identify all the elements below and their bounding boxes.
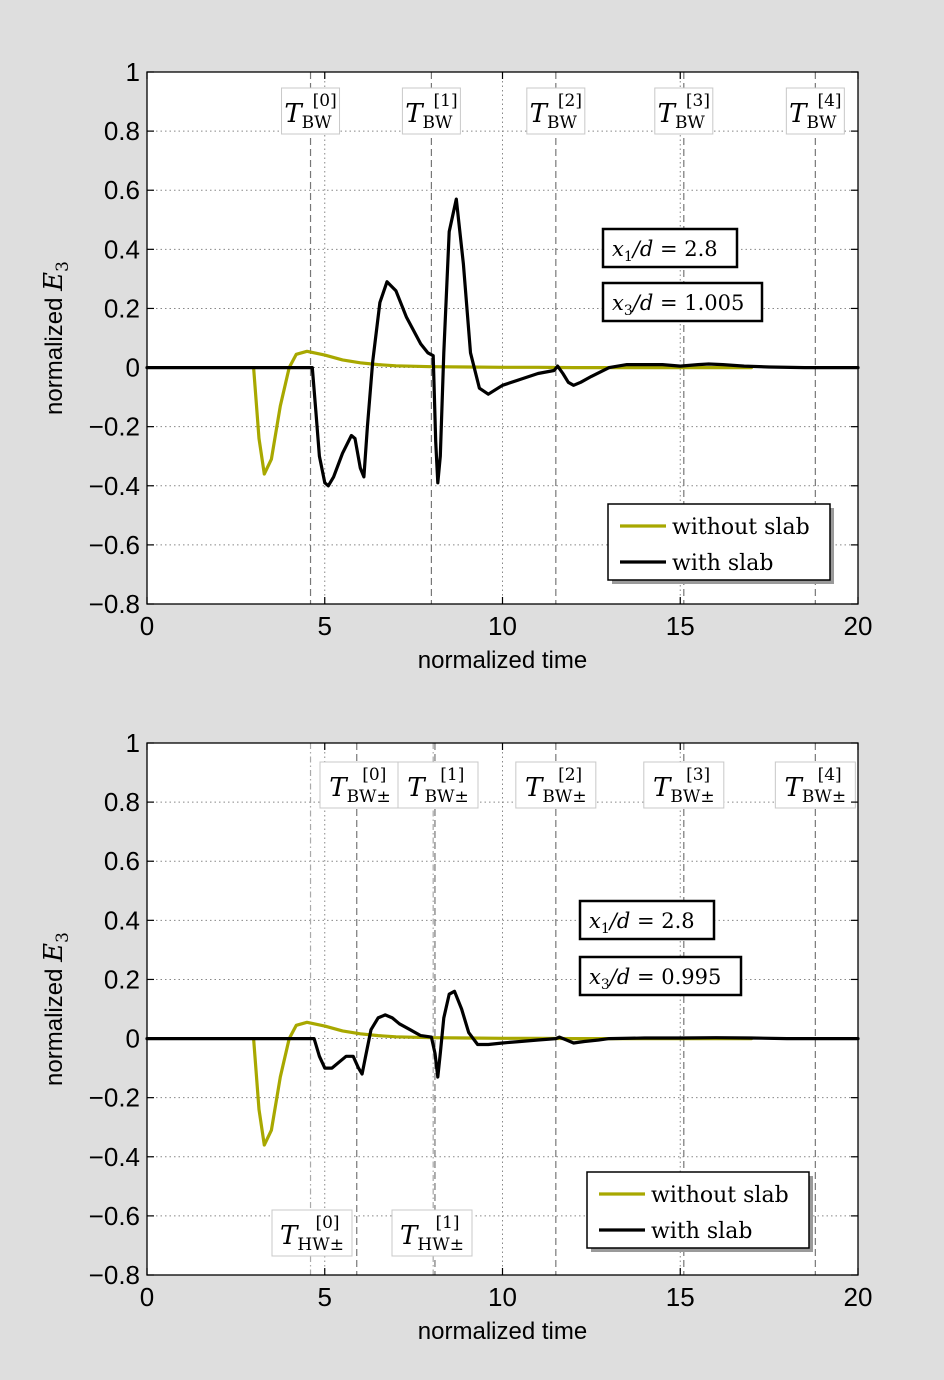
x-tick-label: 5 (318, 611, 332, 641)
y-axis-label: normalized E3 (39, 261, 73, 415)
legend-item: with slab (599, 1219, 752, 1244)
annotation-box: x1/d = 2.8 (578, 899, 716, 941)
x-tick-label: 10 (488, 1282, 517, 1312)
axes: 0 5 10 15 20 1 0.8 0.6 0.4 0.2 0 −0.2 −0.4 −0.6 −0.8 (89, 57, 873, 641)
y-tick-label: −0.2 (89, 1083, 140, 1113)
x-tick-label: 10 (488, 611, 517, 641)
x-tick-label: 20 (844, 611, 873, 641)
x-axis-label: normalized time (418, 1318, 587, 1345)
svg-text:TBW[2]: TBW[2] (530, 91, 582, 133)
y-tick-label: 0 (126, 353, 140, 383)
x-tick-label: 0 (140, 1282, 154, 1312)
svg-text:TBW[4]: TBW[4] (789, 91, 841, 133)
y-tick-label: 0.6 (104, 175, 140, 205)
marker-label: TBW±[4] (774, 761, 856, 809)
svg-text:TBW[3]: TBW[3] (658, 91, 710, 133)
marker-label: TBW[1] (401, 87, 461, 135)
annotation-box: x3/d = 1.005 (601, 281, 764, 323)
legend-label: without slab (651, 1183, 789, 1208)
marker-label: TBW±[3] (643, 761, 725, 809)
y-tick-label: −0.6 (89, 530, 140, 560)
x-tick-label: 20 (844, 1282, 873, 1312)
svg-text:TBW±[3]: TBW±[3] (653, 765, 715, 807)
marker-label: THW±[0] (271, 1209, 353, 1257)
x-tick-label: 15 (666, 611, 695, 641)
legend: without slab with slab (586, 1171, 813, 1252)
marker-label: THW±[1] (391, 1209, 473, 1257)
svg-text:TBW±[2]: TBW±[2] (525, 765, 587, 807)
legend-item: with slab (620, 551, 773, 576)
series-line-with-slab (145, 989, 860, 1079)
series-line-without-slab (252, 349, 754, 476)
y-tick-label: 1 (126, 728, 140, 758)
y-tick-label: −0.8 (89, 589, 140, 619)
y-tick-label: 0.8 (104, 116, 140, 146)
svg-text:TBW±[4]: TBW±[4] (785, 765, 847, 807)
marker-label: TBW[4] (785, 87, 845, 135)
y-tick-label: 0.2 (104, 293, 140, 323)
x-tick-label: 15 (666, 1282, 695, 1312)
y-tick-label: 0.4 (104, 905, 140, 935)
svg-text:THW±[1]: THW±[1] (400, 1213, 464, 1255)
y-tick-label: 0.2 (104, 964, 140, 994)
legend-item: without slab (599, 1183, 789, 1208)
marker-label: TBW±[1] (397, 761, 479, 809)
x-axis-label: normalized time (418, 647, 587, 674)
marker-label: TBW[2] (526, 87, 586, 135)
svg-text:x1/d = 2.8: x1/d = 2.8 (612, 237, 718, 265)
axes: 0 5 10 15 20 1 0.8 0.6 0.4 0.2 0 −0.2 −0.4 −0.6 −0.8 (89, 728, 873, 1312)
grid (147, 743, 858, 1275)
legend-item: without slab (620, 515, 810, 540)
y-tick-label: 0.8 (104, 787, 140, 817)
y-axis-label: normalized E3 (39, 932, 73, 1086)
series-line-with-slab (145, 197, 860, 488)
svg-text:TBW±[1]: TBW±[1] (407, 765, 469, 807)
svg-text:THW±[0]: THW±[0] (280, 1213, 344, 1255)
y-tick-label: 0.6 (104, 846, 140, 876)
legend-label: without slab (672, 515, 810, 540)
y-tick-label: −0.8 (89, 1260, 140, 1290)
chart-panel-2: TBW±[0] TBW±[1] TBW±[2] TBW±[3] TBW±[4] THW±[… (39, 728, 872, 1345)
y-tick-label: −0.6 (89, 1201, 140, 1231)
annotation-box: x3/d = 0.995 (578, 955, 743, 997)
svg-text:x1/d = 2.8: x1/d = 2.8 (589, 909, 695, 937)
x-tick-label: 0 (140, 611, 154, 641)
y-tick-label: 1 (126, 57, 140, 87)
y-tick-label: −0.2 (89, 412, 140, 442)
legend-label: with slab (672, 551, 773, 576)
x-tick-label: 5 (318, 1282, 332, 1312)
y-tick-label: −0.4 (89, 1142, 140, 1172)
marker-label: TBW±[0] (319, 761, 401, 809)
y-tick-label: 0.4 (104, 234, 140, 264)
grid (147, 72, 858, 604)
svg-text:x3/d = 0.995: x3/d = 0.995 (589, 965, 721, 993)
legend-label: with slab (651, 1219, 752, 1244)
svg-text:TBW±[0]: TBW±[0] (329, 765, 391, 807)
svg-text:x3/d = 1.005: x3/d = 1.005 (612, 291, 744, 319)
svg-text:TBW[1]: TBW[1] (405, 91, 457, 133)
annotation-box: x1/d = 2.8 (601, 227, 739, 269)
marker-label: TBW[0] (281, 87, 341, 135)
y-tick-label: −0.4 (89, 471, 140, 501)
svg-text:TBW[0]: TBW[0] (284, 91, 336, 133)
marker-label: TBW±[2] (515, 761, 597, 809)
y-tick-label: 0 (126, 1024, 140, 1054)
chart-panel-1: TBW[0] TBW[1] TBW[2] TBW[3] TBW[4] x1/d = 2.8… (39, 57, 872, 674)
legend: without slab with slab (607, 503, 834, 584)
marker-label: TBW[3] (654, 87, 714, 135)
